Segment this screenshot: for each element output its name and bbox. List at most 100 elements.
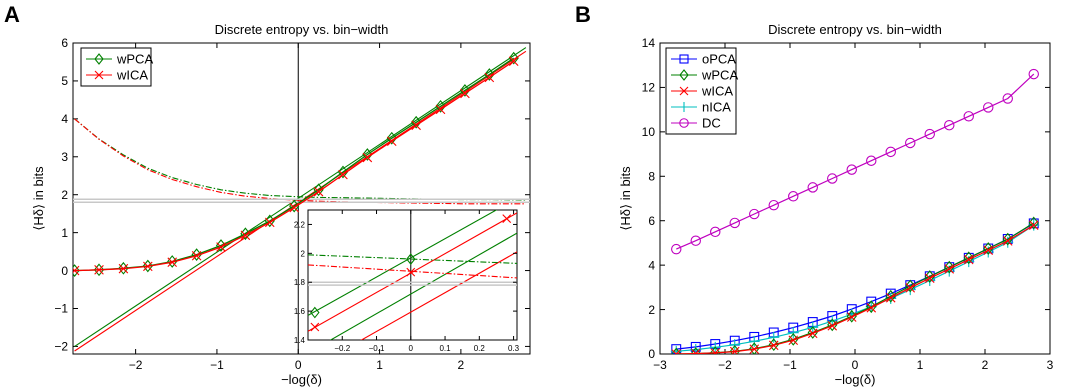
a-plot-content <box>73 43 530 354</box>
b-point-wICA <box>729 346 740 354</box>
b-point-wICA <box>924 273 935 284</box>
b-legend-label: nICA <box>702 100 731 115</box>
b-point-DC <box>1028 68 1039 80</box>
a-point-wICA <box>167 257 177 268</box>
b-y-tick-label: 12 <box>642 81 656 95</box>
b-point-wPCA <box>690 347 701 354</box>
inset-plot-area <box>307 209 518 341</box>
b-point-wPCA <box>1028 216 1039 230</box>
a-point-wPCA <box>73 264 80 277</box>
b-point-DC <box>885 146 896 158</box>
b-x-tick-label: −2 <box>718 358 732 372</box>
b-point-wICA <box>846 312 857 322</box>
b-x-tick-label: −1 <box>783 358 797 372</box>
b-point-DC <box>807 182 818 193</box>
b-plot-content <box>670 68 1040 354</box>
b-point-wICA <box>944 264 955 274</box>
a-point-wPCA <box>459 84 471 97</box>
inset-y-tick-label: 1.4 <box>294 336 306 345</box>
b-legend-label: wICA <box>701 84 733 99</box>
b-x-tick-label: −3 <box>653 358 667 372</box>
a-y-tick-label: 1 <box>61 226 68 240</box>
inset-line <box>308 264 517 279</box>
a-point-wICA <box>143 261 153 272</box>
a-point-wICA <box>191 250 202 261</box>
b-y-tick-label: 2 <box>648 303 655 317</box>
b-point-DC <box>729 217 740 229</box>
b-legend-label: wPCA <box>701 68 738 83</box>
a-point-wPCA <box>411 115 422 129</box>
a-y-tick-label: 3 <box>61 150 68 164</box>
a-point-wICA <box>338 169 348 180</box>
inset-point <box>502 214 512 224</box>
inset-x-tick-label: −0.1 <box>369 344 385 353</box>
b-y-tick-label: 4 <box>648 258 655 272</box>
b-point-wICA <box>963 254 974 265</box>
inset-y-tick-label: 2 <box>301 249 306 258</box>
b-point-wICA <box>710 348 721 354</box>
b-point-nICA <box>729 339 741 351</box>
b-x-tick-label: 0 <box>852 358 859 372</box>
b-point-wPCA <box>710 346 721 354</box>
a-point-wICA <box>435 104 446 115</box>
a-x-tick-label: −2 <box>129 358 143 372</box>
b-point-wICA <box>983 245 994 256</box>
a-y-tick-label: 2 <box>61 188 68 202</box>
a-point-wPCA <box>386 131 397 145</box>
a-point-wPCA <box>93 263 105 277</box>
a-y-tick-label: −2 <box>54 340 68 354</box>
inset-y-tick-label: 1.8 <box>294 278 306 287</box>
a-point-wICA <box>484 72 495 83</box>
a-legend-marker <box>94 70 104 80</box>
b-point-DC <box>690 235 701 246</box>
inset-x-tick-label: 0 <box>409 344 414 353</box>
b-x-tick-label: 3 <box>1047 358 1054 372</box>
b-point-DC <box>846 164 857 175</box>
b-point-nICA <box>768 331 780 343</box>
a-asymptote-line <box>74 50 527 352</box>
b-point-wICA <box>1028 220 1039 230</box>
a-y-tick-label: 5 <box>61 74 68 88</box>
b-point-wICA <box>690 348 701 354</box>
inset-y-tick-label: 1.6 <box>294 307 306 316</box>
b-point-wICA <box>671 349 682 354</box>
inset-x-tick-label: 0.3 <box>508 344 520 353</box>
b-point-wICA <box>905 283 916 293</box>
inset-content <box>308 210 517 340</box>
b-point-wPCA <box>729 344 740 354</box>
a-entropy-difference-line <box>74 118 526 205</box>
b-y-axis-label: ⟨Hδ⟩ in bits <box>618 166 633 231</box>
b-point-DC <box>983 102 994 113</box>
b-point-DC <box>749 208 760 220</box>
inset-point <box>310 306 320 319</box>
inset-line <box>360 251 517 340</box>
b-y-tick-label: 14 <box>642 36 656 50</box>
a-y-tick-label: 4 <box>61 112 68 126</box>
b-point-wICA <box>1002 236 1013 246</box>
a-y-tick-label: 6 <box>61 36 68 50</box>
inset-point <box>406 253 416 265</box>
a-point-wPCA <box>337 165 349 179</box>
b-x-tick-label: 1 <box>917 358 924 372</box>
b-point-wICA <box>788 335 799 346</box>
b-chart-title: Discrete entropy vs. bin−width <box>768 22 942 37</box>
b-point-wPCA <box>671 347 682 354</box>
b-point-DC <box>866 155 877 166</box>
b-point-DC <box>671 243 682 255</box>
inset-point <box>406 267 416 277</box>
a-point-wICA <box>508 56 519 66</box>
b-point-DC <box>924 128 935 140</box>
b-y-tick-label: 0 <box>648 347 655 361</box>
b-point-wICA <box>768 340 779 351</box>
a-x-axis-label: −log(δ) <box>281 372 322 387</box>
a-legend-label: wPCA <box>116 52 153 67</box>
inset-point <box>310 322 320 332</box>
a-legend-box <box>80 47 152 87</box>
b-legend-marker <box>679 102 689 112</box>
b-point-wICA <box>827 320 838 331</box>
b-legend-marker <box>679 86 689 96</box>
b-y-tick-label: 10 <box>642 125 656 139</box>
a-point-wICA <box>411 120 421 131</box>
